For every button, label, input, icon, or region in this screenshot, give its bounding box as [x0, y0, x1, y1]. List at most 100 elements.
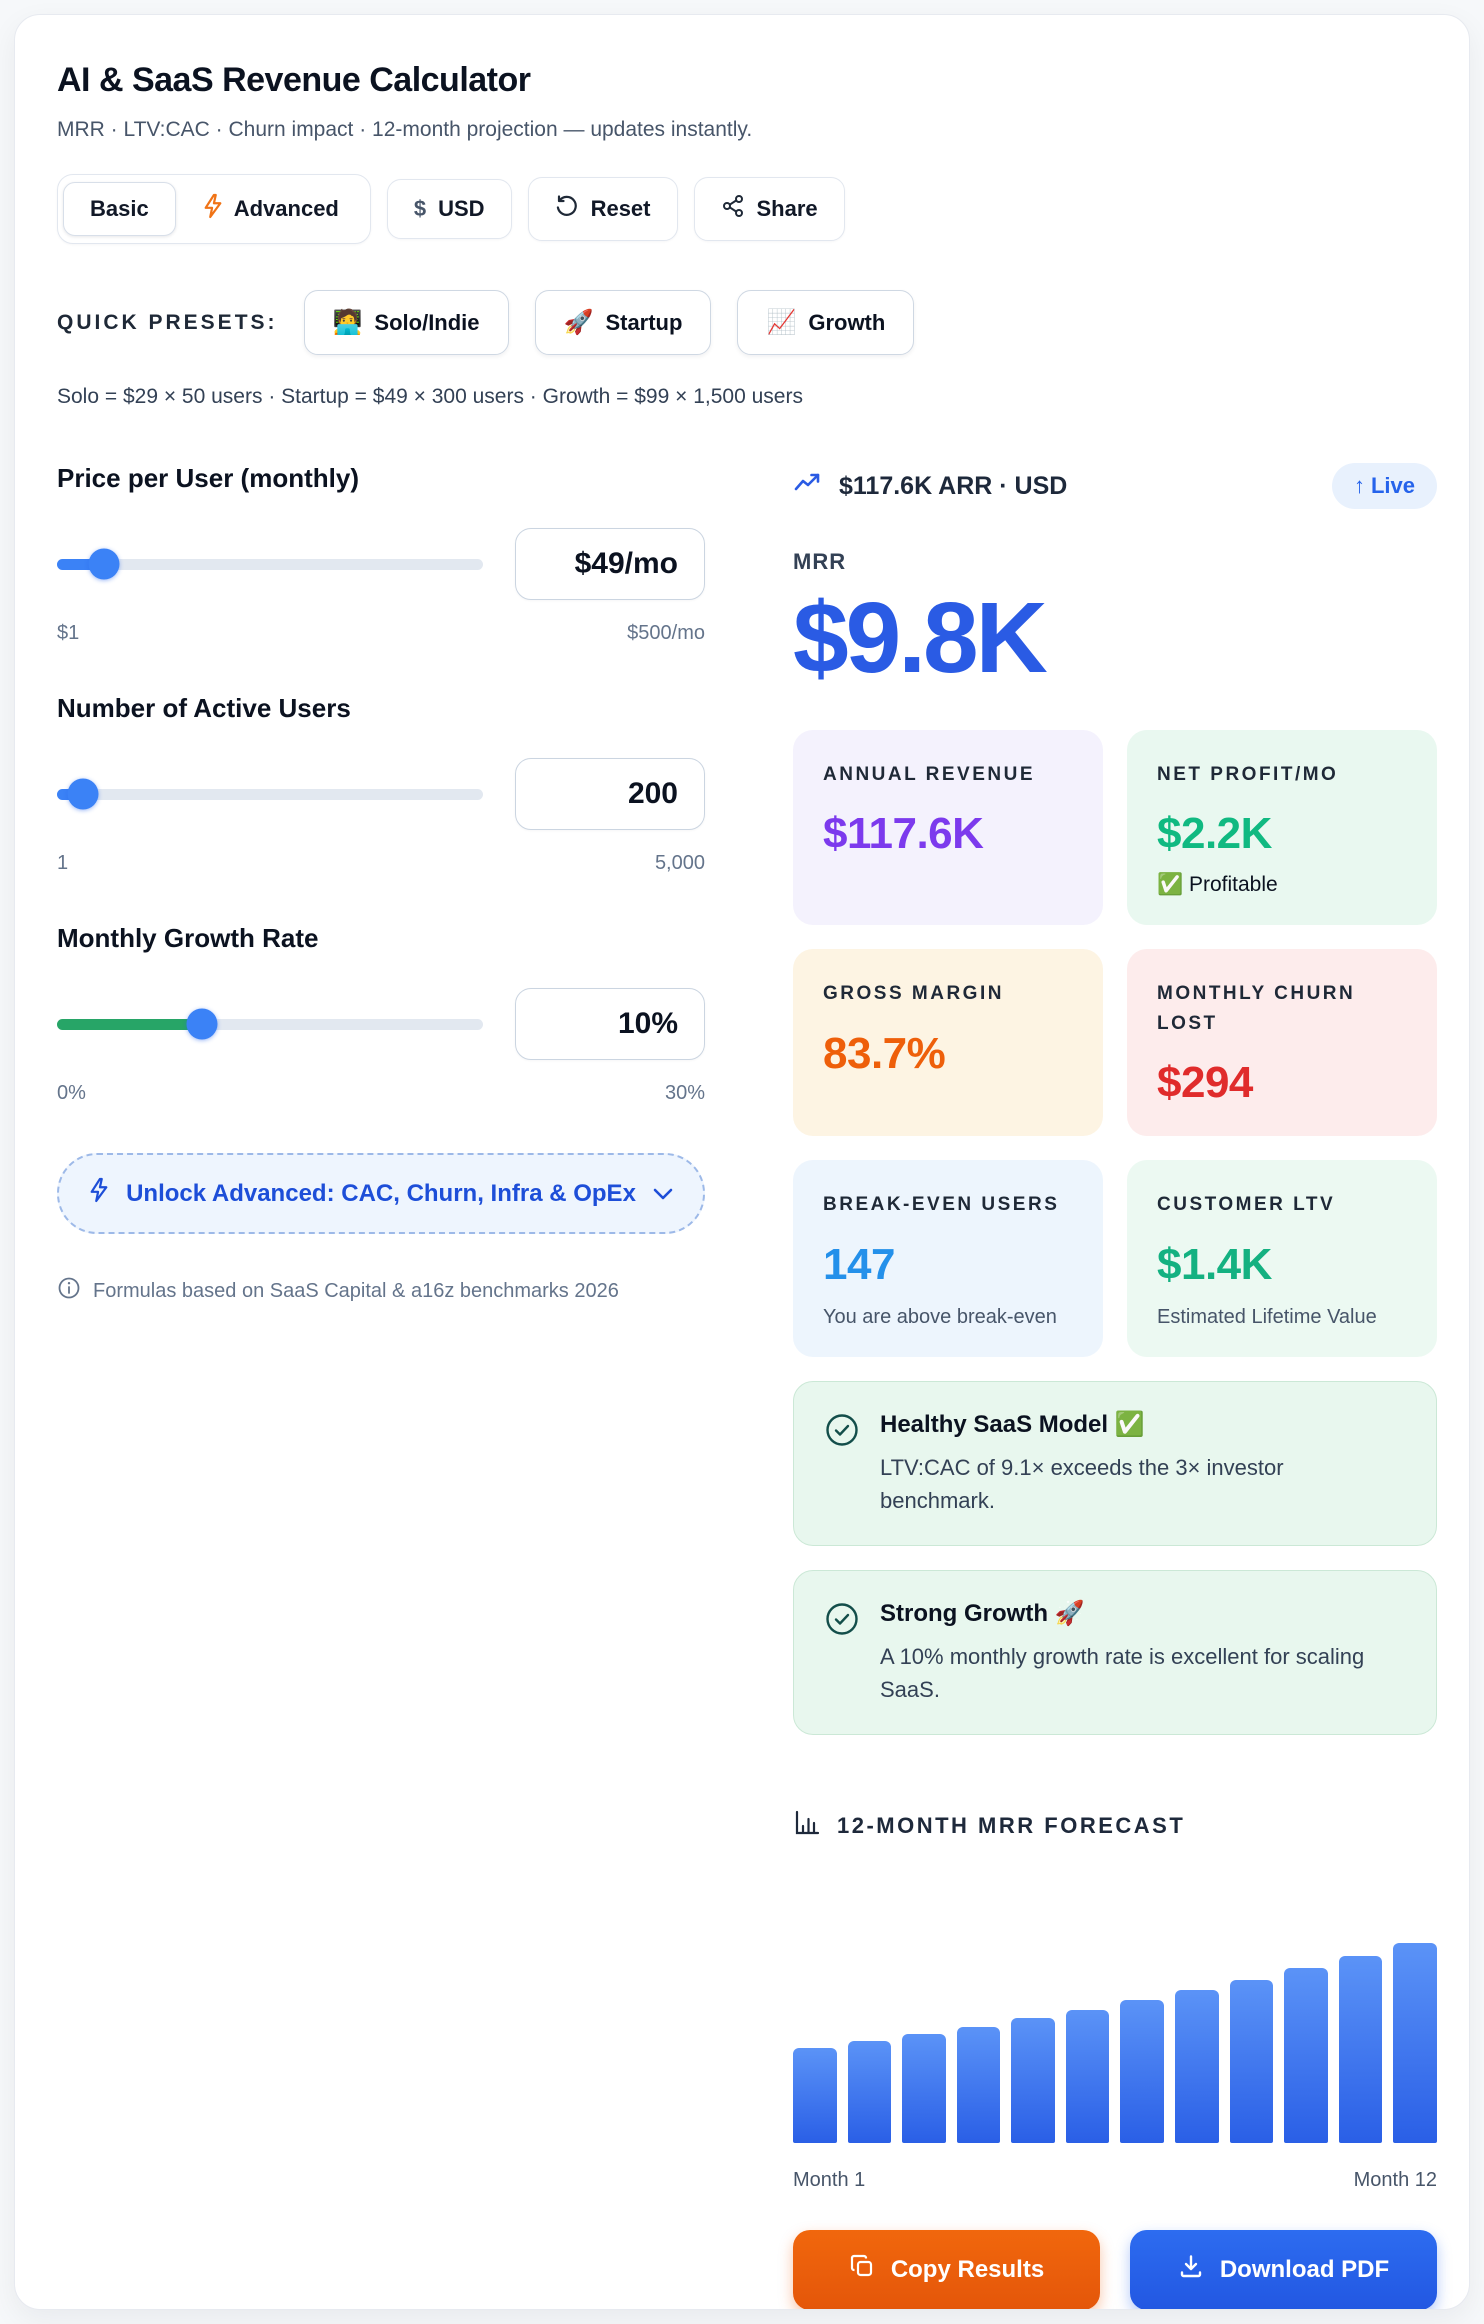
- preset-startup-label: Startup: [605, 309, 683, 335]
- monthly-churn-label: MONTHLY CHURN LOST: [1157, 983, 1356, 1034]
- preset-solo-label: Solo/Indie: [374, 309, 480, 335]
- price-slider[interactable]: [57, 542, 483, 586]
- customer-ltv-caption: Estimated Lifetime Value: [1157, 1305, 1377, 1328]
- forecast-bar: [1120, 1999, 1165, 2143]
- unlock-advanced-label: Unlock Advanced: CAC, Churn, Infra & OpE…: [126, 1179, 636, 1207]
- preset-growth-label: Growth: [808, 309, 886, 335]
- chevron-down-icon: [652, 1180, 674, 1208]
- rocket-emoji-icon: 🚀: [563, 309, 594, 336]
- forecast-bar: [1284, 1967, 1328, 2143]
- users-slider[interactable]: [57, 772, 483, 816]
- price-slider-fill: [57, 559, 104, 570]
- mode-segmented-control: Basic Advanced: [57, 174, 371, 244]
- forecast-bar: [793, 2047, 837, 2143]
- users-min-label: 1: [57, 852, 69, 874]
- trending-up-icon: [793, 470, 823, 503]
- users-slider-track[interactable]: [57, 789, 483, 800]
- tab-basic[interactable]: Basic: [63, 182, 176, 236]
- forecast-bar: [956, 2026, 1001, 2143]
- mrr-label: MRR: [793, 549, 847, 574]
- growth-slider-track[interactable]: [57, 1019, 483, 1030]
- calculator-card: AI & SaaS Revenue Calculator MRR · LTV:C…: [14, 14, 1470, 2310]
- info-icon: [57, 1276, 81, 1306]
- gross-margin-value: 83.7%: [823, 1028, 946, 1078]
- quick-presets: QUICK PRESETS: 🧑‍💻 Solo/Indie 🚀 Startup …: [57, 290, 1427, 355]
- strong-growth-title: Strong Growth: [880, 1599, 1048, 1627]
- lightning-icon: [202, 193, 224, 225]
- forecast-bars: [793, 1897, 1437, 2143]
- growth-input-block: Monthly Growth Rate 10% 0% 30%: [57, 923, 705, 1105]
- copy-results-label: Copy Results: [890, 2255, 1045, 2283]
- presets-caption: Solo = $29 × 50 users · Startup = $49 × …: [57, 385, 803, 408]
- page-title: AI & SaaS Revenue Calculator: [57, 61, 531, 99]
- chart-increasing-emoji-icon: 📈: [766, 309, 797, 336]
- price-value-box[interactable]: $49/mo: [515, 528, 705, 600]
- preset-solo-button[interactable]: 🧑‍💻 Solo/Indie: [303, 290, 509, 355]
- growth-slider-thumb[interactable]: [186, 1008, 218, 1040]
- tab-advanced[interactable]: Advanced: [176, 180, 365, 238]
- forecast-bar: [1393, 1942, 1437, 2143]
- reset-label: Reset: [590, 196, 651, 221]
- price-min-label: $1: [57, 622, 80, 644]
- copy-results-button[interactable]: Copy Results: [793, 2229, 1100, 2309]
- break-even-caption: You are above break-even: [823, 1305, 1057, 1328]
- check-circle-icon: [824, 1601, 860, 1642]
- healthy-saas-insight: Healthy SaaS Model ✅ LTV:CAC of 9.1× exc…: [793, 1380, 1437, 1546]
- growth-slider[interactable]: [57, 1002, 483, 1046]
- unlock-advanced-button[interactable]: Unlock Advanced: CAC, Churn, Infra & OpE…: [57, 1153, 705, 1234]
- strong-growth-body: A 10% monthly growth rate is excellent f…: [880, 1643, 1365, 1702]
- check-circle-icon: [824, 1412, 860, 1453]
- live-badge: ↑ Live: [1331, 463, 1437, 509]
- net-profit-value: $2.2K: [1157, 809, 1272, 859]
- preset-startup-button[interactable]: 🚀 Startup: [534, 290, 712, 355]
- benchmark-footnote: Formulas based on SaaS Capital & a16z be…: [57, 1276, 705, 1306]
- break-even-label: BREAK-EVEN USERS: [823, 1194, 1060, 1216]
- price-slider-thumb[interactable]: [88, 548, 120, 580]
- lightning-icon: [88, 1177, 110, 1210]
- toolbar: Basic Advanced $ USD Reset: [57, 174, 1427, 244]
- net-profit-card: NET PROFIT/MO $2.2K ✅ Profitable: [1127, 730, 1437, 926]
- growth-min-label: 0%: [57, 1082, 86, 1104]
- growth-label: Monthly Growth Rate: [57, 923, 319, 953]
- price-max-label: $500/mo: [627, 622, 705, 644]
- reset-icon: [555, 194, 579, 224]
- forecast-bar: [902, 2033, 946, 2143]
- growth-value-box[interactable]: 10%: [515, 988, 705, 1060]
- preset-growth-button[interactable]: 📈 Growth: [737, 290, 915, 355]
- month-1-label: Month 1: [793, 2168, 866, 2191]
- share-button[interactable]: Share: [693, 177, 845, 241]
- annual-revenue-value: $117.6K: [823, 809, 984, 859]
- forecast-bar: [1065, 2009, 1110, 2143]
- price-slider-track[interactable]: [57, 559, 483, 570]
- annual-revenue-card: ANNUAL REVENUE $117.6K: [793, 730, 1103, 926]
- customer-ltv-label: CUSTOMER LTV: [1157, 1194, 1336, 1216]
- month-12-label: Month 12: [1353, 2168, 1437, 2191]
- gross-margin-card: GROSS MARGIN 83.7%: [793, 949, 1103, 1137]
- reset-button[interactable]: Reset: [527, 177, 678, 241]
- strong-growth-insight: Strong Growth 🚀 A 10% monthly growth rat…: [793, 1569, 1437, 1735]
- healthy-saas-title: Healthy SaaS Model: [880, 1410, 1109, 1438]
- up-arrow-icon: ↑: [1353, 473, 1365, 498]
- download-pdf-label: Download PDF: [1219, 2255, 1390, 2283]
- mrr-value: $9.8K: [793, 582, 1048, 694]
- forecast-bar: [1175, 1989, 1219, 2143]
- check-mark-emoji-icon: ✅: [1114, 1410, 1145, 1438]
- technologist-emoji-icon: 🧑‍💻: [332, 309, 363, 336]
- users-slider-thumb[interactable]: [67, 778, 99, 810]
- currency-button[interactable]: $ USD: [386, 179, 512, 239]
- gross-margin-label: GROSS MARGIN: [823, 983, 1004, 1005]
- annual-revenue-label: ANNUAL REVENUE: [823, 764, 1036, 785]
- growth-slider-fill: [57, 1019, 202, 1030]
- break-even-value: 147: [823, 1239, 895, 1289]
- currency-label: USD: [438, 196, 485, 221]
- customer-ltv-value: $1.4K: [1157, 1239, 1272, 1289]
- live-badge-label: Live: [1370, 473, 1415, 498]
- download-pdf-button[interactable]: Download PDF: [1130, 2229, 1437, 2309]
- users-value-box[interactable]: 200: [515, 758, 705, 830]
- share-label: Share: [756, 196, 818, 221]
- forecast-chart-section: 12-MONTH MRR FORECAST Month 1 Month 12: [793, 1809, 1437, 2192]
- share-icon: [721, 194, 745, 224]
- arr-row: $117.6K ARR · USD ↑ Live: [793, 463, 1437, 509]
- price-label: Price per User (monthly): [57, 463, 359, 493]
- healthy-saas-body: LTV:CAC of 9.1× exceeds the 3× investor …: [880, 1454, 1284, 1513]
